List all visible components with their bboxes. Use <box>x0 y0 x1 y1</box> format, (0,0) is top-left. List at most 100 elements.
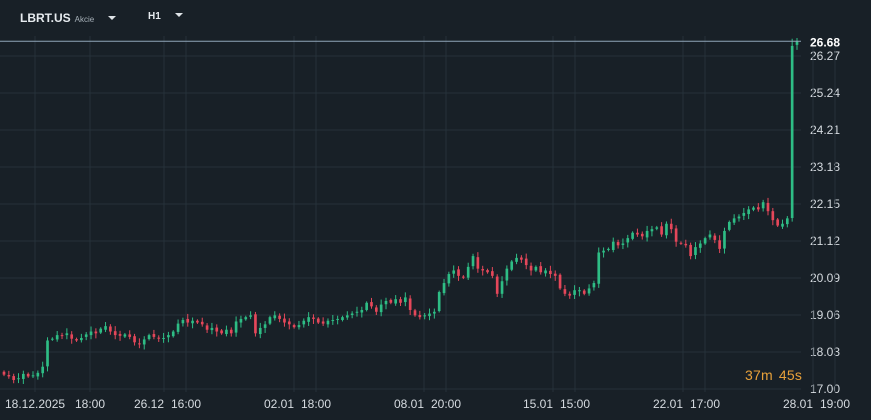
current-price-label: 26.68 <box>810 35 840 49</box>
candle-body <box>718 240 721 249</box>
symbol-selector[interactable]: LBRT.US Akcie <box>20 11 117 25</box>
candle-body <box>65 333 69 336</box>
candle-body <box>321 321 325 324</box>
candle-body <box>660 226 663 235</box>
instrument-type-label: Akcie <box>74 15 95 24</box>
candle-body <box>457 269 460 276</box>
caret-down-icon <box>108 16 117 20</box>
candle-body <box>694 247 697 256</box>
countdown-minutes: 37 <box>745 367 761 383</box>
candle-body <box>258 327 262 335</box>
candle-body <box>109 326 112 332</box>
x-tick-label: 18:00 <box>301 397 331 411</box>
candle-body <box>645 230 649 238</box>
x-tick-label: 22.01 <box>653 397 683 411</box>
candle-body <box>621 243 625 245</box>
candle-body <box>210 327 214 331</box>
candle-body <box>505 268 509 281</box>
candle-body <box>737 216 741 219</box>
candle-body <box>592 283 596 288</box>
symbol-label: LBRT.US <box>20 11 71 25</box>
candle-body <box>215 327 219 332</box>
candle-body <box>684 243 688 246</box>
candle-body <box>94 331 98 334</box>
candle-body <box>244 317 248 320</box>
candle-body <box>263 324 267 328</box>
y-tick-label: 21.12 <box>810 234 840 248</box>
candle-body <box>273 315 277 319</box>
y-tick-label: 17.00 <box>810 382 840 396</box>
caret-down-icon <box>174 13 183 17</box>
candle-body <box>374 307 378 312</box>
y-tick-label: 26.27 <box>810 49 840 63</box>
candle-body <box>437 292 441 312</box>
candle-body <box>727 221 731 230</box>
timeframe-selector[interactable]: H1 <box>148 11 183 22</box>
candle-body <box>113 331 117 336</box>
candle-body <box>766 202 770 212</box>
candle-body <box>46 340 49 367</box>
candle-body <box>55 335 59 340</box>
candle-body <box>776 219 779 226</box>
candle-body <box>442 283 446 294</box>
candle-body <box>602 250 605 253</box>
candle-body <box>573 290 576 295</box>
candle-body <box>268 317 272 324</box>
candle-body <box>196 320 199 323</box>
candle-body <box>384 300 388 305</box>
candle-body <box>181 320 185 324</box>
candle-body <box>60 335 64 337</box>
candle-countdown: 37m 45s <box>745 367 802 383</box>
candle-body <box>41 366 45 374</box>
candle-body <box>225 329 228 335</box>
x-tick-label: 19:00 <box>820 397 850 411</box>
candle-body <box>278 315 281 319</box>
candle-body <box>698 243 702 248</box>
candle-body <box>418 315 422 318</box>
candle-body <box>345 315 349 318</box>
candle-body <box>558 274 562 289</box>
candle-body <box>283 318 286 323</box>
candle-body <box>771 211 775 221</box>
candle-body <box>500 281 504 294</box>
candle-body <box>312 317 315 319</box>
candle-body <box>713 235 717 240</box>
candle-body <box>51 338 54 340</box>
candle-body <box>582 290 586 294</box>
candle-body <box>12 376 16 381</box>
candle-body <box>157 337 161 339</box>
candle-body <box>433 311 436 314</box>
candle-body <box>742 212 746 216</box>
candle-body <box>626 238 630 243</box>
candle-body <box>669 223 673 230</box>
candle-body <box>17 378 20 380</box>
candle-body <box>471 256 475 267</box>
candle-body <box>723 230 726 249</box>
candle-body <box>785 218 789 225</box>
candle-body <box>80 337 83 341</box>
candle-body <box>495 276 499 294</box>
candle-body <box>254 314 257 334</box>
candle-body <box>394 299 397 304</box>
candle-body <box>75 339 78 341</box>
candle-body <box>491 271 494 276</box>
candle-body <box>752 207 755 210</box>
candle-body <box>689 244 692 257</box>
y-tick-label: 20.09 <box>810 271 840 285</box>
candle-body <box>539 266 543 273</box>
candle-body <box>756 207 760 210</box>
x-tick-label: 18:00 <box>75 397 105 411</box>
candle-body <box>640 233 644 237</box>
candle-body <box>544 270 547 274</box>
candle-body <box>302 320 306 325</box>
candle-body <box>674 228 678 242</box>
candle-body <box>220 330 223 334</box>
candle-body <box>529 265 533 271</box>
candle-body <box>7 374 11 377</box>
candle-body <box>524 258 528 266</box>
y-tick-label: 19.06 <box>810 308 840 322</box>
candle-body <box>186 318 190 323</box>
candle-body <box>355 311 359 313</box>
candle-body <box>365 302 368 310</box>
